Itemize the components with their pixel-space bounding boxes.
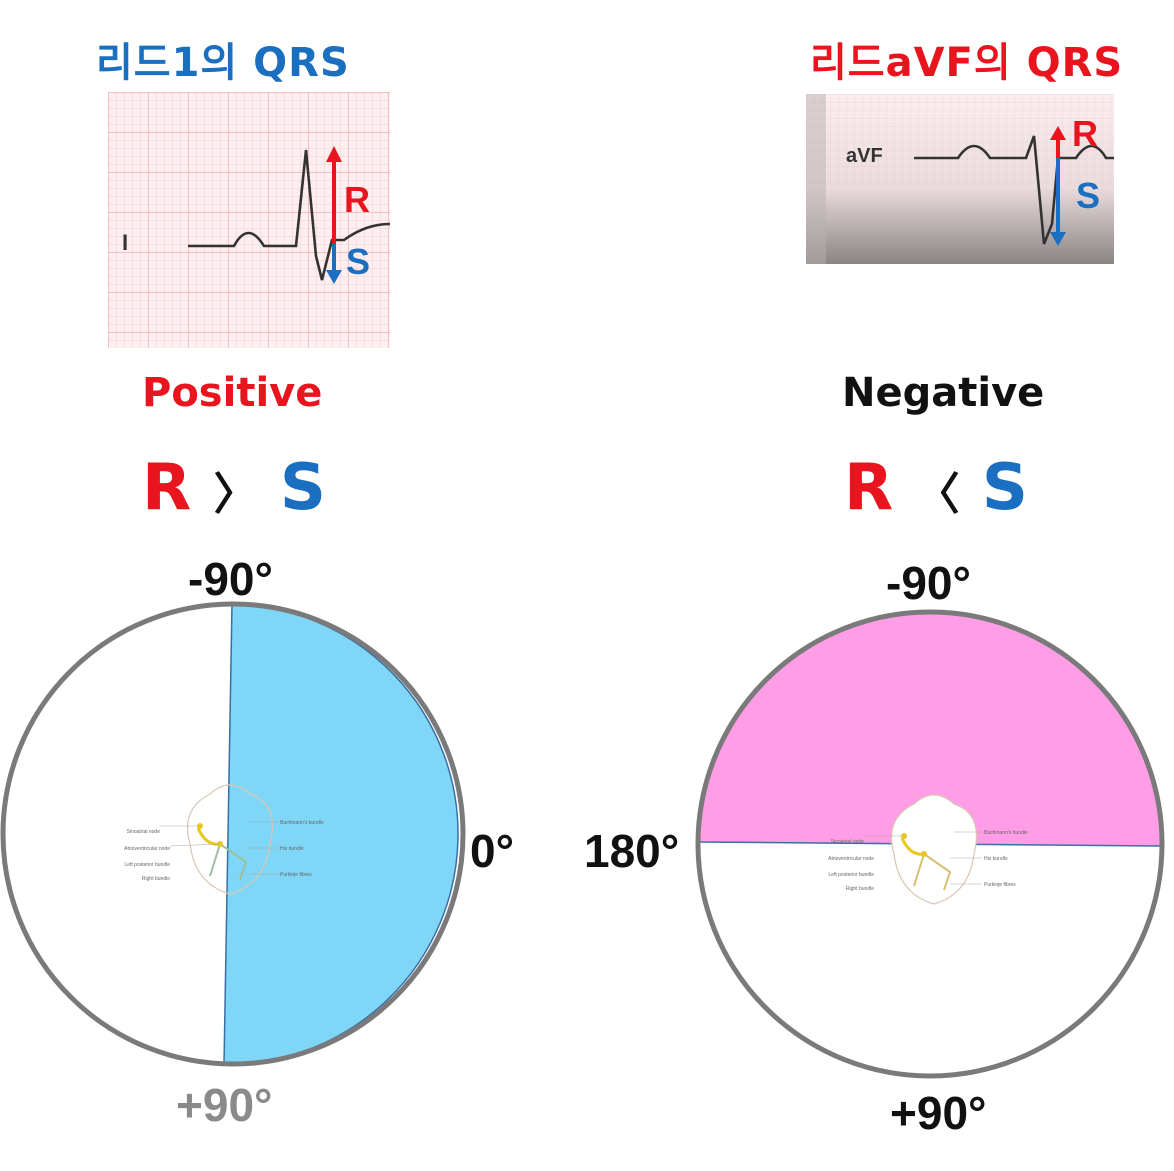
axis-minus-90-label: -90°	[188, 553, 273, 605]
heart-label: Atrioventricular node	[828, 856, 874, 862]
heart-label: Purkinje fibres	[984, 882, 1016, 888]
heart-conduction-illustration: Sinoatrial node Bachmann's bundle Atriov…	[828, 794, 1028, 905]
axis-plus-90-label: +90°	[176, 1079, 273, 1131]
r-label: R	[1072, 113, 1098, 154]
heart-label: His bundle	[280, 846, 304, 852]
less-than-sign: 〈	[915, 469, 960, 520]
r-label: R	[344, 179, 370, 220]
s-letter: S	[981, 451, 1028, 525]
heart-conduction-illustration: Sinoatrial node Bachmann's bundle Atriov…	[124, 784, 324, 895]
heart-label: Sinoatrial node	[831, 839, 865, 845]
greater-than-sign: 〉	[213, 469, 258, 520]
heart-label: Right bundle	[142, 876, 170, 882]
s-arrow-head	[1050, 232, 1066, 246]
lead-i-label: I	[122, 230, 128, 255]
lead-avf-label: aVF	[846, 145, 883, 167]
heart-label: Bachmann's bundle	[280, 820, 324, 826]
heart-label: Left posterior bundle	[828, 872, 874, 878]
lead-avf-title: 리드aVF의 QRS	[810, 40, 1124, 86]
s-label: S	[1076, 175, 1100, 216]
lead-i-ecg-strip: I R S	[108, 92, 390, 348]
heart-label: Right bundle	[846, 886, 874, 892]
lead-i-title: 리드1의 QRS	[96, 40, 350, 86]
axis-180-label: 180°	[584, 825, 680, 877]
r-arrow-head	[1050, 126, 1066, 140]
heart-label: Purkinje fibres	[280, 872, 312, 878]
positive-half-fill	[223, 603, 459, 1065]
lead-avf-ecg-strip: aVF R S	[806, 94, 1114, 264]
s-label: S	[346, 241, 370, 282]
heart-label: Sinoatrial node	[127, 829, 161, 835]
lead-i-verdict: Positive	[142, 370, 323, 416]
lead-i-waveform	[188, 149, 390, 281]
r-arrow-head	[326, 146, 342, 162]
s-arrow-head	[326, 270, 342, 284]
lead-i-axis-circle: Sinoatrial node Bachmann's bundle Atriov…	[0, 601, 466, 1067]
s-letter: S	[279, 451, 326, 525]
lead-avf-waveform	[914, 135, 1114, 245]
lead-avf-verdict: Negative	[842, 370, 1045, 416]
lead-avf-axis-circle: Sinoatrial node Bachmann's bundle Atriov…	[695, 609, 1165, 1079]
r-letter: R	[142, 451, 192, 525]
axis-0-label: 0°	[470, 825, 514, 877]
heart-label: Left posterior bundle	[124, 862, 170, 868]
heart-label: His bundle	[984, 856, 1008, 862]
lead-avf-comparison: R 〈 S	[844, 456, 1028, 520]
heart-label: Atrioventricular node	[124, 846, 170, 852]
heart-label: Bachmann's bundle	[984, 830, 1028, 836]
axis-plus-90-label: +90°	[890, 1087, 987, 1139]
lead-i-comparison: R 〉 S	[142, 456, 326, 520]
axis-minus-90-label: -90°	[886, 557, 971, 609]
r-letter: R	[844, 451, 894, 525]
